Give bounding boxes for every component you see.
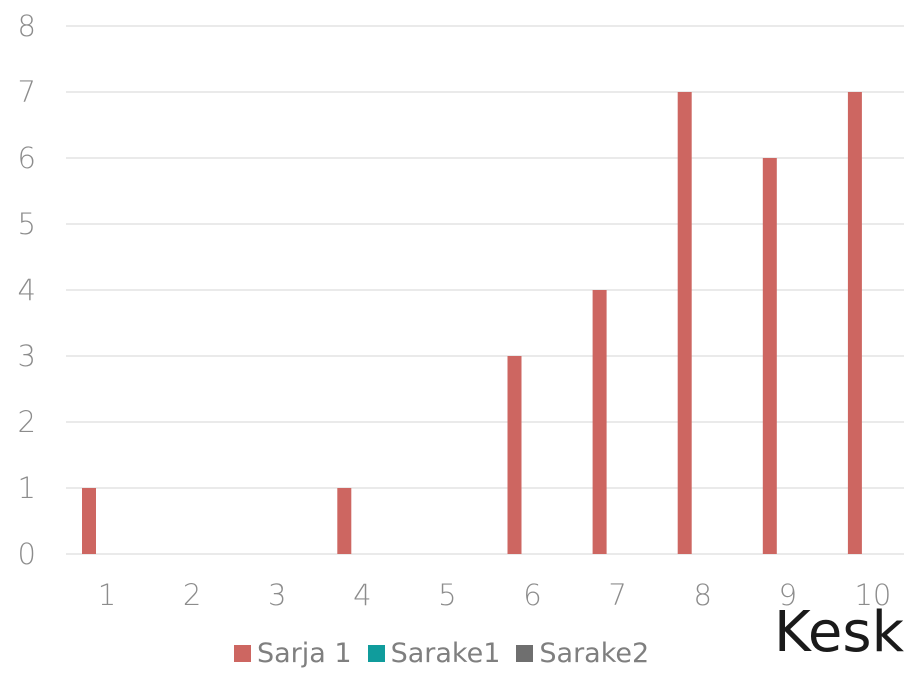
x-tick-label: 3 [268, 578, 286, 612]
legend-item-sarake1: Sarake1 [367, 638, 501, 669]
bar [337, 488, 352, 554]
legend-swatch-sarake2 [516, 645, 534, 662]
y-tick-label: 4 [18, 273, 36, 307]
x-tick-label: 6 [523, 578, 541, 612]
legend-item-sarake2: Sarake2 [516, 638, 649, 669]
x-tick-label: 7 [608, 578, 626, 612]
legend-label-sarake1: Sarake1 [390, 638, 501, 669]
y-tick-label: 7 [18, 75, 36, 109]
overlay-title-fragment: Kesk [774, 600, 904, 665]
y-axis-labels: 0 1 2 3 4 5 6 7 8 [18, 9, 36, 571]
y-tick-label: 6 [18, 141, 36, 175]
y-tick-label: 3 [18, 339, 36, 373]
bar [507, 356, 522, 554]
bar [762, 158, 777, 554]
bar [847, 92, 862, 554]
x-tick-label: 5 [438, 578, 456, 612]
bars-layer [82, 92, 862, 554]
bar [82, 488, 96, 554]
y-tick-label: 1 [18, 471, 36, 505]
x-tick-label: 4 [353, 578, 371, 612]
legend-swatch-sarake1 [367, 645, 385, 662]
y-tick-label: 8 [18, 9, 36, 43]
legend-label-sarja-1: Sarja 1 [257, 638, 352, 669]
bar [677, 92, 692, 554]
grid-layer [66, 25, 904, 555]
x-axis-labels: 1 2 3 4 5 6 7 8 9 10 [98, 578, 892, 612]
bar [592, 290, 607, 554]
legend-item-sarja-1: Sarja 1 [234, 638, 352, 669]
y-tick-label: 5 [18, 207, 36, 241]
x-tick-label: 10 [854, 578, 891, 612]
x-tick-label: 8 [693, 578, 711, 612]
legend: Sarja 1 Sarake1 Sarake2 [234, 638, 665, 669]
x-tick-label: 2 [183, 578, 201, 612]
y-tick-label: 0 [18, 537, 36, 571]
legend-swatch-sarja-1 [234, 645, 251, 662]
x-tick-label: 9 [779, 578, 797, 612]
y-tick-label: 2 [18, 405, 36, 439]
x-tick-label: 1 [98, 578, 116, 612]
legend-label-sarake2: Sarake2 [539, 638, 650, 669]
